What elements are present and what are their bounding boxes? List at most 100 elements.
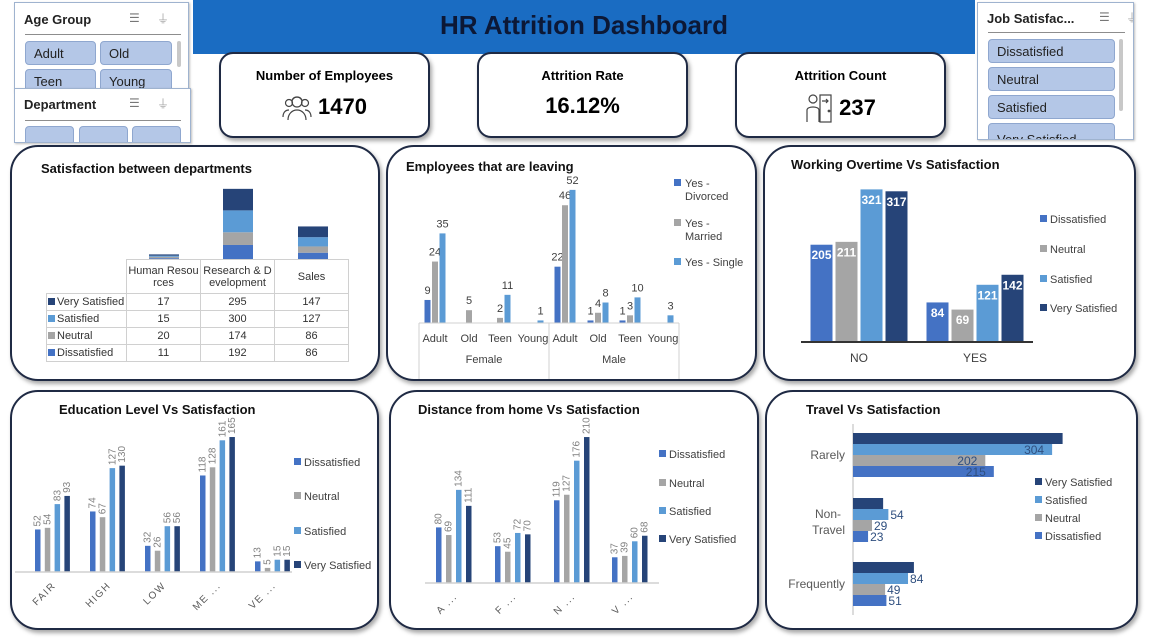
multi-select-icon[interactable]: ☰ <box>1099 10 1110 24</box>
data-label: 5 <box>466 295 472 307</box>
clear-filter-icon[interactable]: ⏚ <box>157 97 170 111</box>
data-label: 127 <box>107 448 118 465</box>
data-label: 127 <box>562 475 573 492</box>
bar-plot: 205 211 321 317 NO 84 69 121 142 YES Dissatisfied N… <box>801 188 1117 365</box>
department-slicer: Department ☰ ⏚ <box>14 88 191 143</box>
data-label: 56 <box>162 512 173 524</box>
data-label: 1 <box>537 305 543 317</box>
slicer-item-department[interactable] <box>79 126 128 142</box>
slicer-item-teen[interactable]: Teen <box>25 69 96 91</box>
group-label: Male <box>602 354 626 366</box>
slicer-item-old[interactable]: Old <box>100 41 172 65</box>
bar <box>436 527 442 583</box>
slicer-item-adult[interactable]: Adult <box>25 41 96 65</box>
category-label: Old <box>589 333 606 345</box>
bar <box>853 498 884 509</box>
bar <box>627 315 633 323</box>
data-label: 69 <box>956 313 970 327</box>
multi-select-icon[interactable]: ☰ <box>129 96 140 110</box>
slicer-scrollbar[interactable] <box>177 41 181 67</box>
legend-swatch <box>659 479 666 486</box>
travel-satisfaction-chart: Travel Vs Satisfaction 304 202 215 Rarely 54… <box>765 390 1138 630</box>
data-label: 56 <box>172 512 183 524</box>
table-cell: 20 <box>126 327 201 345</box>
legend-swatch <box>674 258 681 265</box>
data-label: 45 <box>503 537 514 549</box>
clear-filter-icon[interactable]: ⏚ <box>157 12 170 26</box>
bar <box>554 266 561 323</box>
bar <box>632 541 638 583</box>
bar <box>164 526 171 572</box>
category-label: Teen <box>488 333 512 345</box>
chart-title: Satisfaction between departments <box>41 161 252 176</box>
stacked-bar-segment <box>298 226 328 238</box>
bar <box>35 529 41 572</box>
slicer-item-dissatisfied[interactable]: Dissatisfied <box>988 39 1115 63</box>
category-label: ME ... <box>191 580 224 613</box>
bar <box>466 505 472 583</box>
data-label: 128 <box>208 447 219 464</box>
data-label: 176 <box>572 441 583 458</box>
table-row-header: Neutral <box>46 327 127 345</box>
data-label: 10 <box>631 282 643 294</box>
data-label: 84 <box>931 306 945 320</box>
legend-swatch <box>1040 304 1047 311</box>
table-row: Dissatisfied 11 192 86 <box>46 344 349 362</box>
slicer-scrollbar[interactable] <box>1119 39 1123 111</box>
legend-swatch <box>1035 514 1042 521</box>
legend-label: Very Satisfied <box>669 534 736 546</box>
legend-swatch <box>1035 496 1042 503</box>
table-row-header: Satisfied <box>46 310 127 328</box>
data-label: 52 <box>566 175 578 187</box>
stacked-bar-segment <box>149 258 179 259</box>
table-row-header: Dissatisfied <box>46 344 127 362</box>
slicer-item-satisfied[interactable]: Satisfied <box>988 95 1115 119</box>
bar <box>255 561 261 572</box>
stacked-bar-segment <box>223 188 253 211</box>
data-label: 15 <box>272 545 283 557</box>
table-cell: 192 <box>200 344 275 362</box>
data-label: 54 <box>890 508 904 522</box>
bar <box>564 494 570 583</box>
legend-swatch <box>659 535 666 542</box>
stacked-bar-segment <box>223 244 253 259</box>
legend-swatch <box>1040 215 1047 222</box>
table-row-header: Very Satisfied <box>46 293 127 311</box>
data-label: 32 <box>143 531 154 543</box>
stacked-bar-segment <box>223 210 253 233</box>
stacked-bar-segment <box>149 254 179 256</box>
multi-select-icon[interactable]: ☰ <box>129 11 140 25</box>
category-label: Adult <box>552 333 577 345</box>
clear-filter-icon[interactable]: ⏚ <box>1126 9 1133 26</box>
data-label: 51 <box>888 594 902 608</box>
data-label: 68 <box>640 521 651 533</box>
table-column-header: Human Resources <box>126 259 201 294</box>
bar <box>584 437 590 583</box>
slicer-item-young[interactable]: Young <box>100 69 172 91</box>
legend-swatch <box>659 507 666 514</box>
slicer-title: Age Group <box>24 12 92 27</box>
slicer-item-neutral[interactable]: Neutral <box>988 67 1115 91</box>
slicer-item-very-satisfied[interactable]: Very Satisfied <box>988 123 1115 139</box>
bar <box>634 297 641 323</box>
slicer-item-department[interactable] <box>132 126 181 142</box>
bar <box>456 489 462 583</box>
data-label: 304 <box>1024 443 1044 457</box>
data-label: 49 <box>887 583 901 597</box>
slicer-item-department[interactable] <box>25 126 74 142</box>
legend-label: Dissatisfied <box>1045 531 1101 543</box>
data-label: 53 <box>493 532 504 544</box>
table-row: Neutral 20 174 86 <box>46 327 349 345</box>
data-label: 23 <box>870 530 884 544</box>
data-label: 83 <box>52 490 63 502</box>
data-label: 211 <box>837 245 857 259</box>
data-label: 37 <box>610 543 621 555</box>
chart-title: Travel Vs Satisfaction <box>806 402 941 417</box>
category-label: NO <box>850 351 868 365</box>
category-label: N ... <box>552 591 578 617</box>
data-label: 3 <box>627 300 633 312</box>
category-label: Old <box>460 333 477 345</box>
bar <box>884 190 909 343</box>
